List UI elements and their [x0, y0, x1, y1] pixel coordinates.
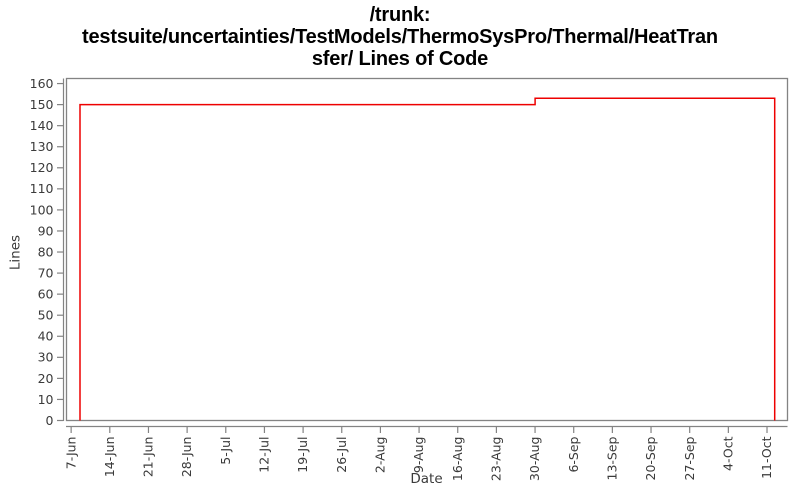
y-tick-label: 80	[38, 244, 54, 259]
x-tick-label: 11-Oct	[759, 436, 774, 478]
chart-title: /trunk: testsuite/uncertainties/TestMode…	[0, 4, 800, 70]
y-tick-label: 10	[38, 392, 54, 407]
y-tick-label: 20	[38, 371, 54, 386]
x-tick-label: 6-Sep	[566, 436, 581, 472]
x-tick-label: 7-Jun	[63, 437, 78, 470]
x-tick-label: 4-Oct	[720, 436, 735, 471]
x-tick-label: 26-Jul	[334, 437, 349, 473]
x-tick-label: 12-Jul	[257, 437, 272, 473]
y-tick-label: 40	[38, 329, 54, 344]
loc-series-line	[79, 97, 776, 421]
y-tick-label: 90	[38, 223, 54, 238]
y-tick-label: 50	[38, 308, 54, 323]
x-tick-label: 27-Sep	[682, 436, 697, 480]
y-tick-label: 0	[46, 413, 54, 428]
chart-title-line-1: /trunk:	[369, 4, 431, 26]
y-tick-label: 100	[30, 202, 54, 217]
y-tick-label: 70	[38, 265, 54, 280]
x-tick-label: 20-Sep	[643, 436, 658, 480]
x-tick-label: 21-Jun	[141, 437, 156, 478]
y-tick-label: 140	[30, 118, 54, 133]
x-tick-label: 13-Sep	[604, 436, 619, 480]
chart-title-line-2: testsuite/uncertainties/TestModels/Therm…	[82, 26, 718, 48]
x-tick-label: 9-Aug	[411, 437, 426, 474]
x-tick-label: 28-Jun	[179, 437, 194, 478]
x-axis-label: Date	[410, 471, 443, 487]
y-tick-label: 120	[30, 160, 54, 175]
y-tick-label: 160	[30, 76, 54, 91]
x-tick-label: 23-Aug	[489, 436, 504, 481]
y-tick-label: 130	[30, 139, 54, 154]
chart-title-line-3: sfer/ Lines of Code	[311, 48, 489, 70]
x-tick-label: 5-Jul	[218, 437, 233, 465]
x-tick-label: 30-Aug	[527, 437, 542, 482]
x-tick-label: 19-Jul	[295, 437, 310, 473]
x-tick-label: 2-Aug	[373, 437, 388, 474]
x-tick-label: 16-Aug	[450, 437, 465, 482]
y-tick-label: 30	[38, 350, 54, 365]
plot-frame	[65, 77, 789, 422]
y-tick-label: 110	[30, 181, 54, 196]
y-tick-label: 60	[38, 287, 54, 302]
y-tick-label: 150	[30, 97, 54, 112]
x-tick-label: 14-Jun	[102, 437, 117, 478]
